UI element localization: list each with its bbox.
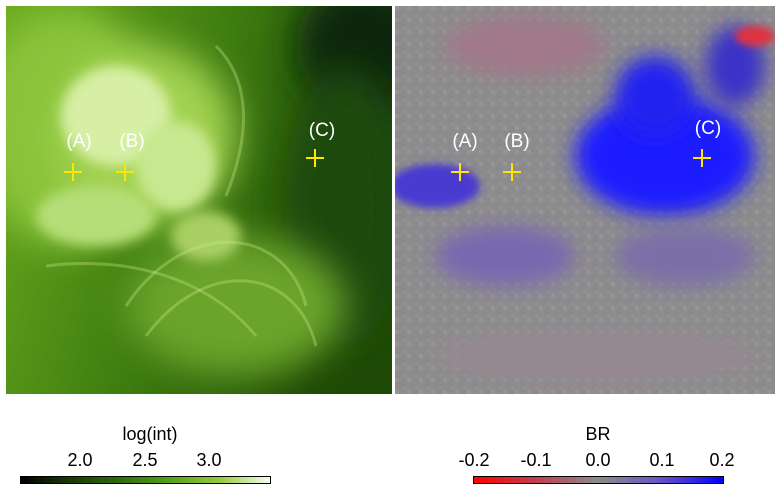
marker-b-cross-icon [503, 163, 521, 181]
colorbar-right-title: BR [585, 424, 611, 444]
br-map-panel: (A) (B) (C) [395, 6, 775, 394]
colorbar-left-tick: 3.0 [196, 450, 222, 470]
marker-c-cross-icon [306, 149, 324, 167]
colorbar-right-tick: 0.0 [585, 450, 611, 470]
colorbar-right-tick: -0.1 [520, 450, 552, 470]
marker-b-cross-icon [116, 163, 134, 181]
intensity-image-panel: (A) (B) (C) [6, 6, 392, 394]
marker-label-b: (B) [119, 131, 145, 152]
marker-a-cross-icon [451, 163, 469, 181]
br-map-image [395, 6, 775, 394]
colorbar-left-title: log(int) [122, 424, 178, 444]
colorbar-left-gradient [20, 476, 271, 484]
colorbar-right-gradient [473, 476, 724, 484]
marker-label-a: (A) [452, 131, 478, 152]
colorbar-right-tick: 0.2 [709, 450, 735, 470]
marker-label-c: (C) [308, 120, 336, 141]
colorbar-right-tick: 0.1 [649, 450, 675, 470]
marker-label-b: (B) [504, 131, 530, 152]
colorbar-right-tick: -0.2 [458, 450, 490, 470]
colorbar-left-tick: 2.5 [132, 450, 158, 470]
marker-label-a: (A) [66, 131, 92, 152]
colorbar-left-tick: 2.0 [67, 450, 93, 470]
marker-a-cross-icon [64, 163, 82, 181]
intensity-image [6, 6, 392, 394]
marker-c-cross-icon [693, 149, 711, 167]
marker-label-c: (C) [694, 118, 722, 139]
